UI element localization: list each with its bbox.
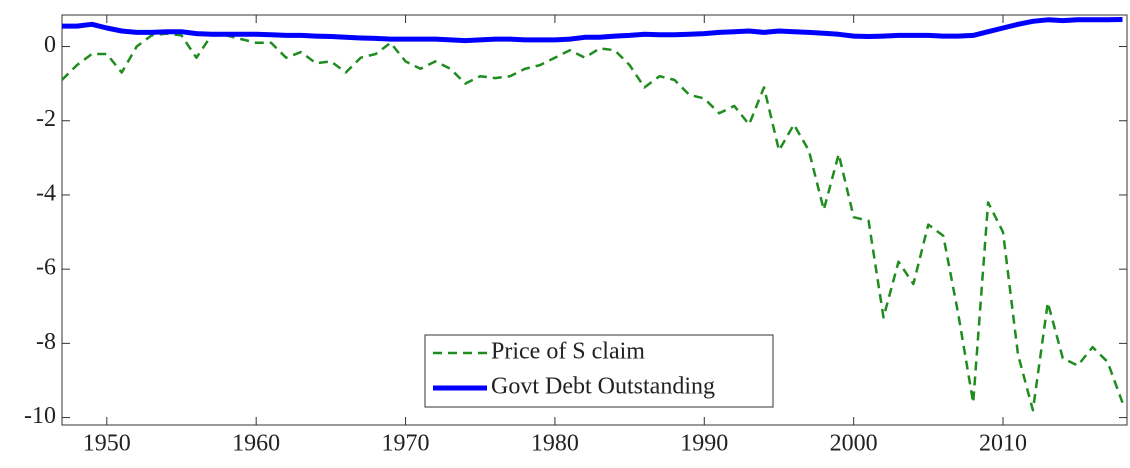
legend-box bbox=[424, 334, 774, 408]
legend-label: Price of S claim bbox=[491, 339, 645, 365]
x-tick-label: 1980 bbox=[531, 431, 579, 457]
series-line bbox=[61, 32, 1124, 412]
y-tick-label: -4 bbox=[36, 180, 56, 206]
x-tick-label: 2010 bbox=[979, 431, 1027, 457]
plot-frame bbox=[61, 14, 1128, 426]
y-tick-label: -2 bbox=[36, 106, 56, 132]
series-line bbox=[62, 17, 1123, 44]
x-tick-label: 1950 bbox=[83, 431, 131, 457]
y-tick-label: -8 bbox=[36, 329, 56, 355]
x-tick-label: 1960 bbox=[232, 431, 280, 457]
y-tick-label: -6 bbox=[36, 255, 56, 281]
x-tick-label: 1970 bbox=[382, 431, 430, 457]
legend-label: Govt Debt Outstanding bbox=[491, 374, 715, 400]
x-tick-label: 2000 bbox=[830, 431, 878, 457]
y-tick-label: 0 bbox=[44, 32, 56, 58]
x-tick-label: 1990 bbox=[680, 431, 728, 457]
y-tick-label: -10 bbox=[24, 403, 56, 429]
